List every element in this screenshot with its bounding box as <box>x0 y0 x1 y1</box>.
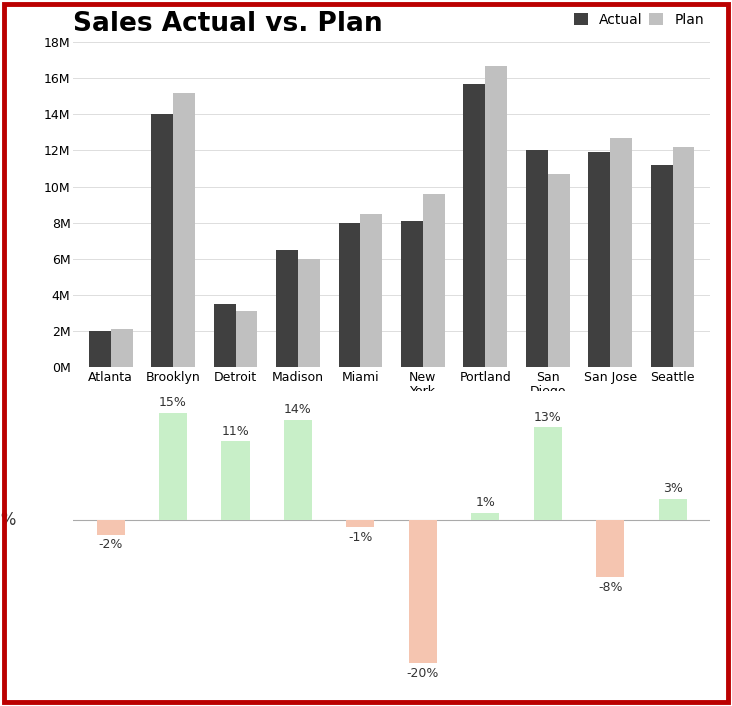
Bar <box>284 420 312 520</box>
Bar <box>589 152 610 366</box>
Bar <box>463 84 485 366</box>
Bar <box>673 147 695 366</box>
Bar <box>236 311 258 366</box>
Bar <box>596 520 624 578</box>
Bar <box>610 138 632 366</box>
Bar <box>338 222 360 366</box>
Bar <box>159 413 187 520</box>
Text: -1%: -1% <box>348 531 373 544</box>
Bar <box>222 441 250 520</box>
Bar <box>401 221 423 366</box>
Text: 15%: 15% <box>159 396 187 409</box>
Bar <box>173 92 195 366</box>
Text: -2%: -2% <box>99 538 123 551</box>
Bar <box>534 427 561 520</box>
Bar <box>408 520 437 664</box>
Bar <box>471 513 499 520</box>
Bar <box>346 520 375 527</box>
Bar <box>97 520 124 534</box>
Bar <box>298 258 320 366</box>
Bar <box>659 498 687 520</box>
Bar <box>548 174 569 366</box>
Bar <box>651 165 673 366</box>
Bar <box>276 249 298 366</box>
Text: 3%: 3% <box>662 482 682 495</box>
Bar <box>360 213 382 366</box>
Bar <box>214 304 236 366</box>
Text: -20%: -20% <box>407 667 439 680</box>
Text: 11%: 11% <box>222 425 250 438</box>
Text: 13%: 13% <box>534 411 561 424</box>
Bar <box>485 66 507 366</box>
Legend: Actual, Plan: Actual, Plan <box>568 7 709 32</box>
Text: Δ PY %: Δ PY % <box>0 511 16 530</box>
Bar <box>526 150 548 366</box>
Text: -8%: -8% <box>598 581 622 594</box>
Text: 14%: 14% <box>284 403 312 417</box>
Bar <box>423 193 445 366</box>
Text: Sales Actual vs. Plan: Sales Actual vs. Plan <box>73 11 383 37</box>
Bar <box>152 114 173 366</box>
Text: 1%: 1% <box>475 496 496 510</box>
Bar <box>111 329 132 366</box>
Bar <box>89 330 111 366</box>
